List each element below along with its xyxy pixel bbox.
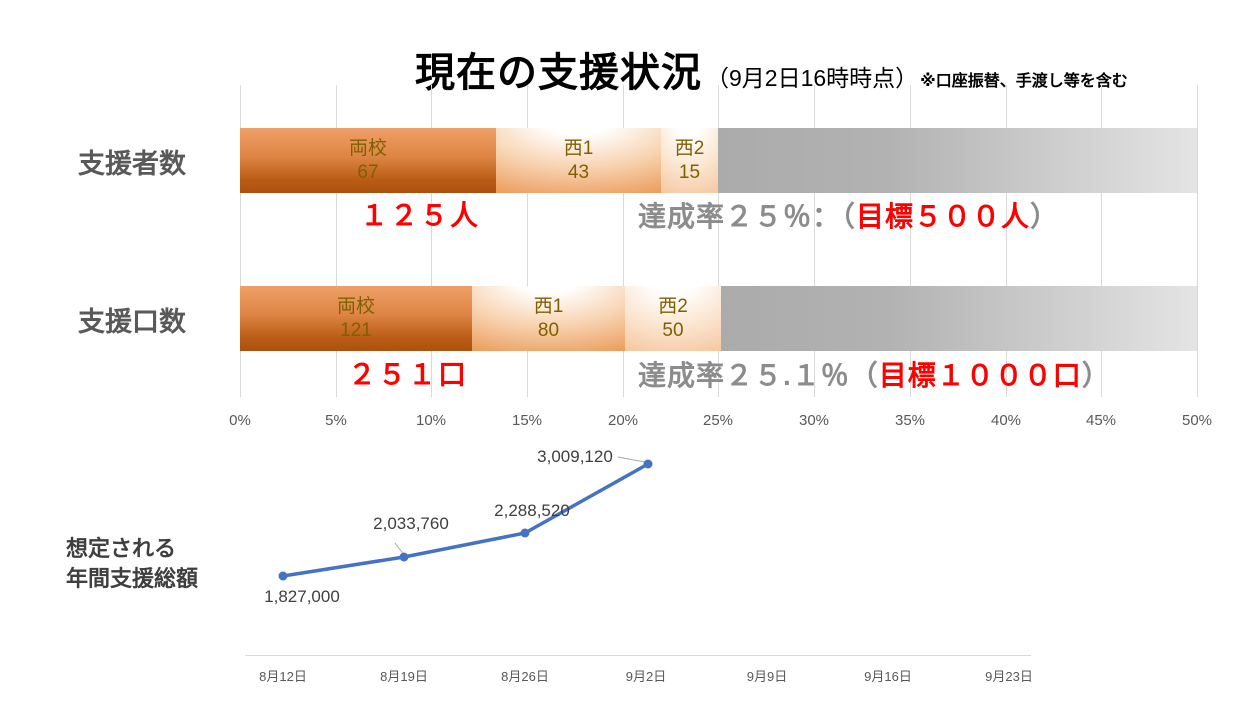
achievement-supporters: 達成率２５％：（目標５００人） bbox=[638, 195, 1059, 235]
data-point-label: 1,827,000 bbox=[264, 587, 340, 606]
label-leader-line bbox=[617, 456, 646, 463]
axis-tick: 50% bbox=[1181, 412, 1213, 429]
achievement-prefix: 達成率２５％：（ bbox=[638, 201, 857, 232]
gridline bbox=[431, 85, 432, 397]
title-note: ※口座振替、手渡し等を含む bbox=[920, 73, 1128, 90]
segment-label: 西1 bbox=[563, 137, 594, 159]
gridline bbox=[814, 85, 815, 397]
data-point-marker bbox=[520, 528, 530, 538]
data-point-label: 2,033,760 bbox=[373, 514, 449, 533]
date-tick: 9月2日 bbox=[625, 669, 667, 684]
segment-value: 80 bbox=[537, 319, 560, 341]
gridline bbox=[527, 85, 528, 397]
segment-value: 43 bbox=[567, 161, 590, 183]
bar-remainder bbox=[721, 286, 1197, 351]
achievement-target: 目標５００人 bbox=[856, 201, 1031, 232]
gridline bbox=[336, 85, 337, 397]
axis-tick: 35% bbox=[894, 412, 926, 429]
gridline bbox=[623, 85, 624, 397]
segment-value: 50 bbox=[662, 319, 684, 341]
axis-tick: 20% bbox=[607, 412, 639, 429]
data-point-label: 2,288,520 bbox=[494, 501, 570, 520]
gridline bbox=[1101, 85, 1102, 397]
segment-label: 両校 bbox=[348, 137, 387, 159]
bar-segment-both-schools: 両校 121 bbox=[240, 286, 472, 351]
segment-value: 121 bbox=[340, 319, 372, 341]
bar-supporters: 両校 67 西1 43 西2 15 bbox=[240, 128, 1197, 193]
achievement-target: 目標１０００口 bbox=[878, 360, 1082, 391]
data-point-marker bbox=[399, 552, 409, 562]
bar-units: 両校 121 西1 80 西2 50 bbox=[240, 286, 1197, 351]
bar-remainder bbox=[718, 128, 1197, 193]
data-point-marker bbox=[643, 459, 653, 469]
gridline bbox=[240, 85, 241, 397]
date-tick: 9月16日 bbox=[864, 669, 912, 684]
segment-label: 両校 bbox=[336, 295, 375, 317]
bar-segment-both-schools: 両校 67 bbox=[240, 128, 496, 193]
bar-row-label-supporters: 支援者数 bbox=[78, 149, 186, 179]
bar-row-label-units: 支援口数 bbox=[78, 307, 186, 337]
axis-tick: 0% bbox=[229, 412, 251, 429]
axis-tick: 10% bbox=[415, 412, 447, 429]
achievement-suffix: ） bbox=[1030, 201, 1060, 232]
bar-segment-west2: 西2 15 bbox=[661, 128, 718, 193]
total-units: ２５１口 bbox=[347, 359, 468, 390]
gridline bbox=[1006, 85, 1007, 397]
trend-line-chart bbox=[278, 456, 653, 581]
line-chart-label: 想定される 年間支援総額 bbox=[66, 534, 198, 593]
bar-segment-west2: 西2 50 bbox=[625, 286, 721, 351]
bar-segment-west1: 西1 43 bbox=[496, 128, 661, 193]
gridline bbox=[910, 85, 911, 397]
axis-tick: 15% bbox=[511, 412, 543, 429]
bar-segment-west1: 西1 80 bbox=[472, 286, 625, 351]
gridline bbox=[718, 85, 719, 397]
axis-tick: 30% bbox=[798, 412, 830, 429]
achievement-units: 達成率２５.１％（目標１０００口） bbox=[638, 354, 1111, 394]
achievement-suffix: ） bbox=[1081, 360, 1111, 391]
data-point-label: 3,009,120 bbox=[537, 447, 613, 466]
page-title: 現在の支援状況 bbox=[415, 51, 702, 95]
segment-label: 西2 bbox=[674, 137, 705, 159]
date-tick: 8月19日 bbox=[380, 669, 428, 684]
segment-label: 西2 bbox=[658, 295, 688, 317]
axis-tick: 40% bbox=[990, 412, 1022, 429]
line-chart-label-line2: 年間支援総額 bbox=[66, 565, 199, 591]
date-tick: 9月9日 bbox=[746, 669, 788, 684]
segment-value: 15 bbox=[678, 161, 701, 183]
segment-value: 67 bbox=[357, 161, 379, 183]
total-supporters: １２５人 bbox=[359, 200, 480, 231]
segment-label: 西1 bbox=[533, 295, 564, 317]
date-tick: 9月23日 bbox=[985, 669, 1033, 684]
date-tick: 8月26日 bbox=[501, 669, 549, 684]
gridline bbox=[1197, 85, 1198, 397]
date-tick: 8月12日 bbox=[259, 669, 307, 684]
data-point-marker bbox=[278, 571, 288, 581]
axis-tick: 25% bbox=[702, 412, 734, 429]
axis-tick: 45% bbox=[1085, 412, 1117, 429]
date-axis-line bbox=[245, 655, 1031, 656]
achievement-prefix: 達成率２５.１％（ bbox=[638, 360, 879, 391]
title-row: 現在の支援状況 （9月2日16時時点） ※口座振替、手渡し等を含む bbox=[415, 40, 1128, 98]
title-timestamp: （9月2日16時時点） bbox=[706, 65, 919, 91]
line-chart-label-line1: 想定される bbox=[66, 536, 177, 561]
trend-line bbox=[282, 462, 649, 578]
axis-tick: 5% bbox=[325, 412, 347, 429]
